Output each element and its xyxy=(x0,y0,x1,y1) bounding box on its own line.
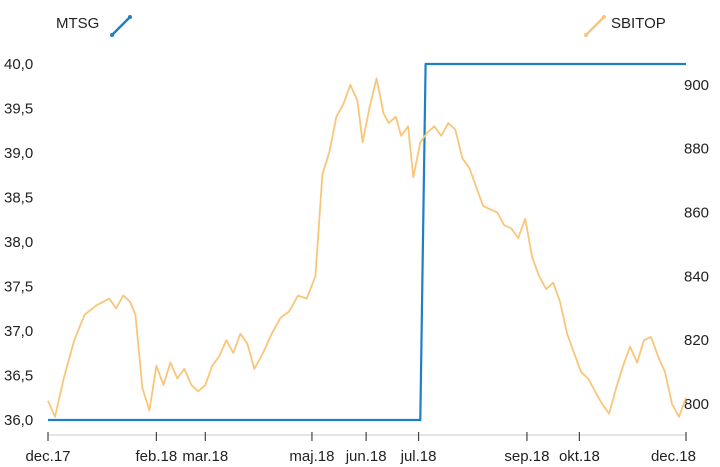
legend-mtsg-dot-start xyxy=(110,33,114,37)
y-left-tick-label: 39,5 xyxy=(4,101,33,118)
legend-sbitop-dot-start xyxy=(584,33,588,37)
legend: MTSG SBITOP xyxy=(56,15,666,37)
x-tick-label: sep.18 xyxy=(504,448,549,465)
x-axis: dec.17 feb.18 mar.18 maj.18 jun.18 jul.18 sep.… xyxy=(25,432,696,465)
x-tick-label: mar.18 xyxy=(182,448,228,465)
x-tick-label: dec.18 xyxy=(651,448,696,465)
legend-mtsg-swatch xyxy=(111,16,131,36)
y-left-tick-label: 36,0 xyxy=(4,412,33,429)
x-tick-label: dec.17 xyxy=(25,448,70,465)
y-right-tick-label: 820 xyxy=(684,332,709,349)
y-right-tick-label: 880 xyxy=(684,141,709,158)
legend-sbitop-label: SBITOP xyxy=(611,15,666,32)
legend-mtsg-label: MTSG xyxy=(56,15,99,32)
y-left-tick-label: 39,0 xyxy=(4,145,33,162)
y-left-tick-label: 38,0 xyxy=(4,234,33,251)
y-right-tick-label: 900 xyxy=(684,77,709,94)
series-line-mtsg xyxy=(48,62,686,422)
x-tick-label: jul.18 xyxy=(400,448,437,465)
x-tick-label: okt.18 xyxy=(559,448,600,465)
y-left-tick-label: 36,5 xyxy=(4,368,33,385)
legend-mtsg-dot-end xyxy=(128,15,132,19)
legend-sbitop-dot-end xyxy=(602,15,606,19)
y-axis-left: 40,0 39,5 39,0 38,5 38,0 37,5 37,0 36,5 36,0 xyxy=(4,56,33,429)
y-left-tick-label: 37,5 xyxy=(4,279,33,296)
y-axis-right: 900 880 860 840 820 800 xyxy=(684,77,709,413)
series-line-sbitop xyxy=(47,77,687,418)
x-tick-label: jun.18 xyxy=(345,448,387,465)
y-left-tick-label: 37,0 xyxy=(4,323,33,340)
y-right-tick-label: 860 xyxy=(684,204,709,221)
y-left-tick-label: 38,5 xyxy=(4,190,33,207)
x-tick-label: feb.18 xyxy=(136,448,178,465)
y-right-tick-label: 800 xyxy=(684,396,709,413)
x-tick-label: maj.18 xyxy=(289,448,334,465)
plot-area xyxy=(47,62,687,422)
y-left-tick-label: 40,0 xyxy=(4,56,33,73)
y-right-tick-label: 840 xyxy=(684,268,709,285)
legend-sbitop-swatch xyxy=(585,16,605,36)
